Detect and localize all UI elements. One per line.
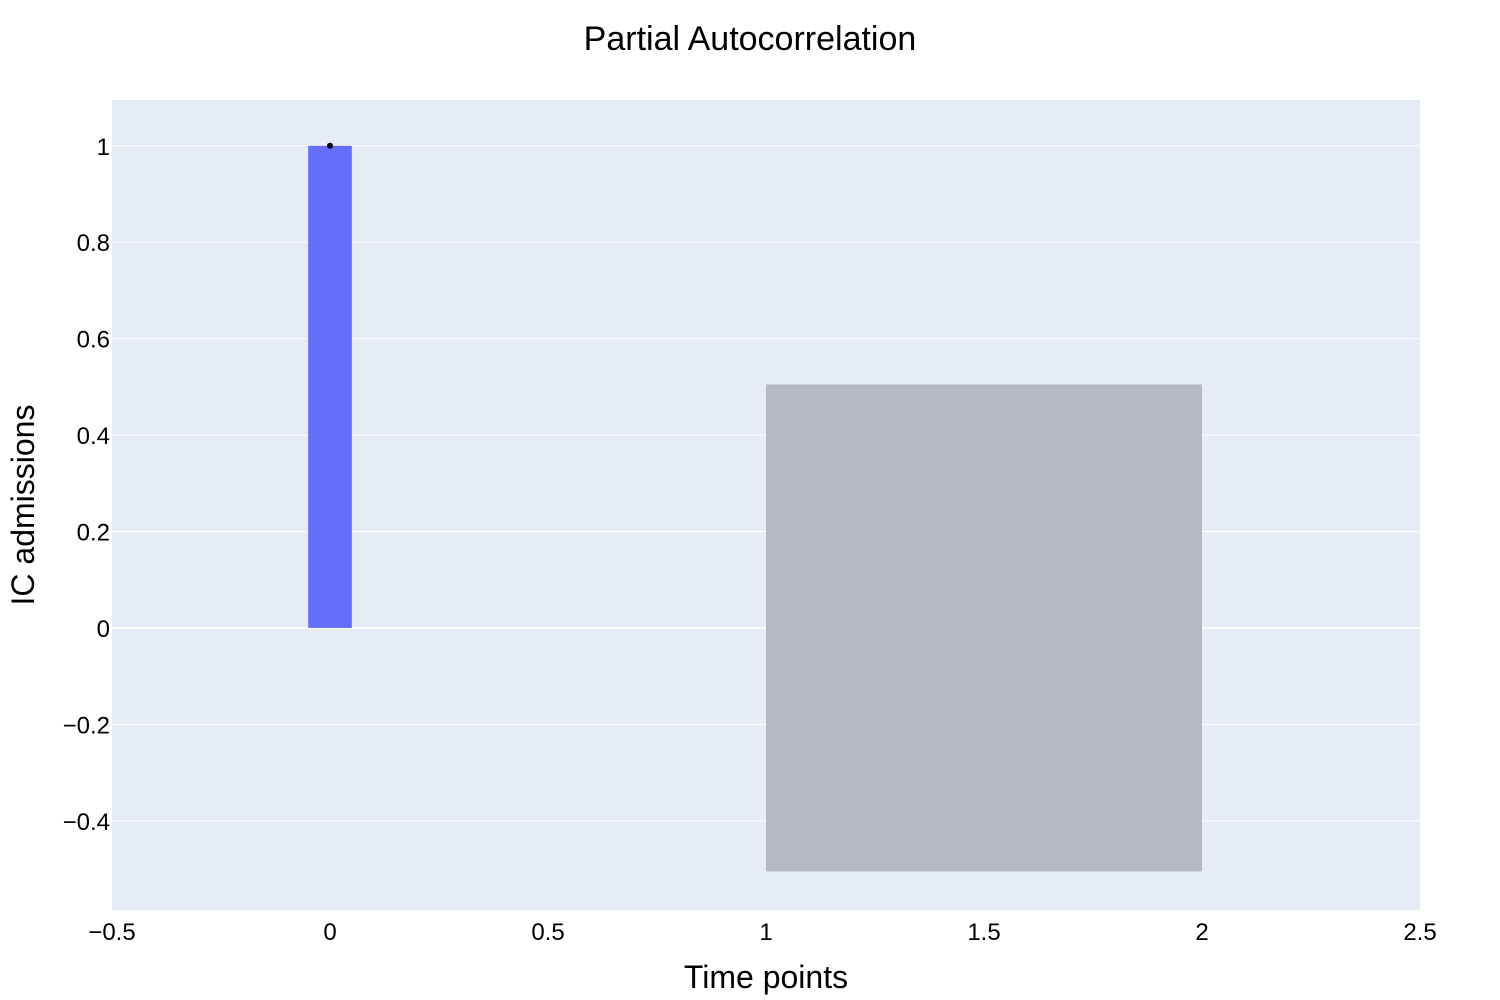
- data-point-0: [327, 142, 333, 149]
- y-tick-label-5: 0.6: [77, 327, 110, 354]
- x-tick-label-0: −0.5: [88, 919, 135, 946]
- x-tick-label-5: 2: [1195, 919, 1208, 946]
- y-tick-label-3: 0.2: [77, 520, 110, 547]
- y-tick-label-4: 0.4: [77, 423, 110, 450]
- x-tick-label-3: 1: [759, 919, 772, 946]
- x-tick-labels: −0.5 0 0.5 1 1.5 2 2.5: [88, 919, 1436, 946]
- confidence-band-layer: [766, 384, 1202, 872]
- x-tick-label-2: 0.5: [531, 919, 564, 946]
- y-tick-label-7: 1: [97, 134, 110, 161]
- bar-0: [308, 145, 352, 628]
- x-tick-label-1: 0: [323, 919, 336, 946]
- chart-title: Partial Autocorrelation: [584, 20, 917, 58]
- x-tick-label-6: 2.5: [1403, 919, 1436, 946]
- y-tick-labels: −0.4 −0.2 0 0.2 0.4 0.6 0.8 1: [63, 134, 110, 836]
- confidence-band: [766, 384, 1202, 872]
- x-tick-label-4: 1.5: [967, 919, 1000, 946]
- y-tick-label-6: 0.8: [77, 230, 110, 257]
- y-tick-label-2: 0: [97, 616, 110, 643]
- y-axis-title: IC admissions: [5, 405, 41, 606]
- bar-layer: [308, 145, 352, 628]
- point-layer: [327, 142, 333, 149]
- x-axis-title: Time points: [684, 959, 848, 995]
- y-tick-label-0: −0.4: [63, 809, 110, 836]
- y-tick-label-1: −0.2: [63, 712, 110, 739]
